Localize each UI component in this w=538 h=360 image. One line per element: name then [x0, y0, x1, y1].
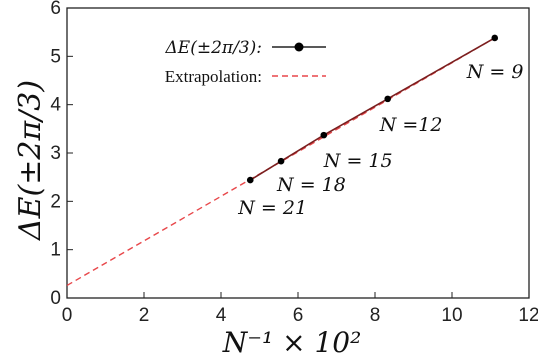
point-annotation: N = 9	[466, 61, 524, 83]
data-point	[277, 157, 285, 165]
y-tick-label: 1	[50, 240, 61, 261]
series-layer	[66, 34, 499, 287]
y-tick-label: 4	[50, 95, 61, 116]
data-point	[384, 95, 392, 103]
legend-marker-energy	[294, 42, 304, 52]
data-point	[246, 176, 254, 184]
x-tick-label: 6	[293, 305, 304, 326]
point-annotation: N = 18	[276, 174, 346, 196]
legend: ΔE(±2π/3): Extrapolation:	[165, 38, 326, 86]
x-tick-label: 10	[441, 305, 462, 326]
point-annotation: N = 21	[237, 197, 307, 219]
point-annotation: N =12	[379, 114, 443, 136]
x-tick-label: 4	[216, 305, 227, 326]
x-tick-label: 2	[139, 305, 150, 326]
x-tick-label: 8	[370, 305, 381, 326]
y-axis-title: ΔE(±2π/3)	[13, 80, 48, 241]
annotation-layer: N = 9 N =12 N = 15N = 18N = 21	[237, 61, 523, 219]
y-tick-label: 2	[50, 191, 61, 212]
point-annotation: N = 15	[323, 150, 393, 172]
y-tick-label: 0	[50, 288, 61, 309]
y-tick-label: 5	[50, 46, 61, 67]
legend-label-energy: ΔE(±2π/3):	[165, 38, 262, 58]
x-axis-title: N⁻¹ × 10²	[222, 326, 362, 359]
data-point	[491, 34, 499, 42]
x-tick-label: 0	[62, 305, 73, 326]
data-point	[320, 131, 328, 139]
y-tick-label: 3	[50, 143, 61, 164]
x-axis-ticks: 0 2 4 6 8 10 12	[62, 292, 538, 326]
legend-label-extrapolation: Extrapolation:	[165, 67, 262, 86]
y-tick-label: 6	[50, 0, 61, 19]
y-axis-ticks: 0 1 2 3 4 5 6	[50, 0, 73, 309]
x-tick-label: 12	[518, 305, 538, 326]
